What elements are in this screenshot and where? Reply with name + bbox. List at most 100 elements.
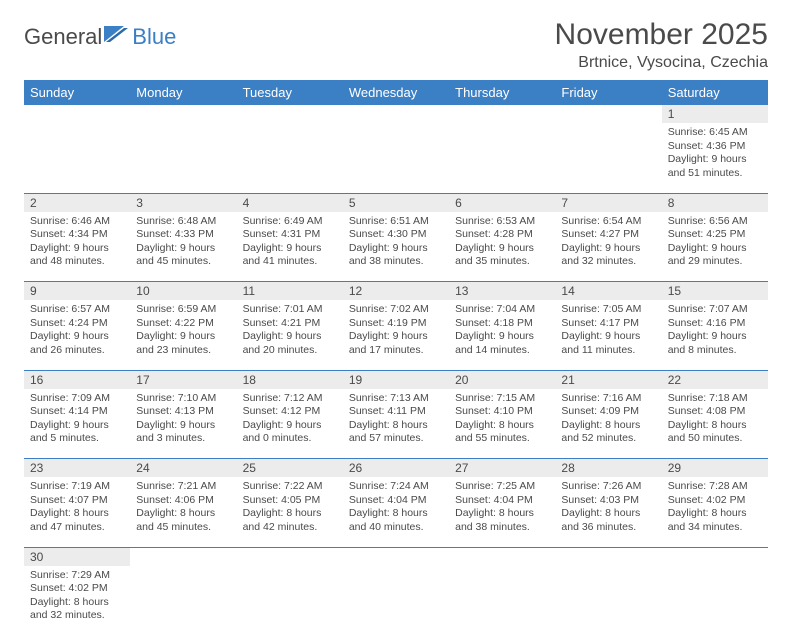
sunrise-line: Sunrise: 6:48 AM	[136, 215, 230, 229]
daylight-line: Daylight: 9 hours and 48 minutes.	[30, 242, 124, 269]
location: Brtnice, Vysocina, Czechia	[555, 54, 768, 72]
day-cell	[343, 566, 449, 636]
sunrise-line: Sunrise: 6:51 AM	[349, 215, 443, 229]
sunset-line: Sunset: 4:30 PM	[349, 228, 443, 242]
day-number: 4	[237, 193, 343, 212]
sunrise-line: Sunrise: 6:45 AM	[668, 126, 762, 140]
day-number: 2	[24, 193, 130, 212]
sunset-line: Sunset: 4:05 PM	[243, 494, 337, 508]
sunset-line: Sunset: 4:09 PM	[561, 405, 655, 419]
day-number-row: 1	[24, 105, 768, 123]
day-number	[237, 547, 343, 566]
day-header: Tuesday	[237, 80, 343, 105]
day-cell: Sunrise: 7:07 AMSunset: 4:16 PMDaylight:…	[662, 300, 768, 370]
daylight-line: Daylight: 9 hours and 29 minutes.	[668, 242, 762, 269]
sunset-line: Sunset: 4:31 PM	[243, 228, 337, 242]
day-number	[130, 547, 236, 566]
logo-text-1: General	[24, 24, 102, 50]
day-cell: Sunrise: 6:56 AMSunset: 4:25 PMDaylight:…	[662, 212, 768, 282]
daylight-line: Daylight: 8 hours and 36 minutes.	[561, 507, 655, 534]
day-cell: Sunrise: 7:28 AMSunset: 4:02 PMDaylight:…	[662, 477, 768, 547]
sunrise-line: Sunrise: 6:49 AM	[243, 215, 337, 229]
daylight-line: Daylight: 8 hours and 55 minutes.	[455, 419, 549, 446]
daylight-line: Daylight: 9 hours and 0 minutes.	[243, 419, 337, 446]
daylight-line: Daylight: 9 hours and 14 minutes.	[455, 330, 549, 357]
daylight-line: Daylight: 9 hours and 5 minutes.	[30, 419, 124, 446]
sunrise-line: Sunrise: 7:19 AM	[30, 480, 124, 494]
day-header: Saturday	[662, 80, 768, 105]
daylight-line: Daylight: 9 hours and 51 minutes.	[668, 153, 762, 180]
day-number	[662, 547, 768, 566]
day-cell: Sunrise: 6:57 AMSunset: 4:24 PMDaylight:…	[24, 300, 130, 370]
sunrise-line: Sunrise: 6:57 AM	[30, 303, 124, 317]
sunset-line: Sunset: 4:27 PM	[561, 228, 655, 242]
sunset-line: Sunset: 4:22 PM	[136, 317, 230, 331]
sunset-line: Sunset: 4:18 PM	[455, 317, 549, 331]
day-number: 11	[237, 282, 343, 301]
day-number	[449, 105, 555, 123]
sunset-line: Sunset: 4:02 PM	[668, 494, 762, 508]
day-cell: Sunrise: 7:21 AMSunset: 4:06 PMDaylight:…	[130, 477, 236, 547]
day-cell: Sunrise: 7:24 AMSunset: 4:04 PMDaylight:…	[343, 477, 449, 547]
day-header: Friday	[555, 80, 661, 105]
day-number: 5	[343, 193, 449, 212]
daylight-line: Daylight: 9 hours and 45 minutes.	[136, 242, 230, 269]
day-number: 29	[662, 459, 768, 478]
day-cell: Sunrise: 6:48 AMSunset: 4:33 PMDaylight:…	[130, 212, 236, 282]
daylight-line: Daylight: 9 hours and 35 minutes.	[455, 242, 549, 269]
day-number: 1	[662, 105, 768, 123]
day-number	[130, 105, 236, 123]
day-cell: Sunrise: 7:16 AMSunset: 4:09 PMDaylight:…	[555, 389, 661, 459]
day-number	[24, 105, 130, 123]
day-number: 28	[555, 459, 661, 478]
day-number: 18	[237, 370, 343, 389]
daylight-line: Daylight: 9 hours and 3 minutes.	[136, 419, 230, 446]
daylight-line: Daylight: 8 hours and 47 minutes.	[30, 507, 124, 534]
day-number: 20	[449, 370, 555, 389]
day-cell	[555, 566, 661, 636]
day-header: Sunday	[24, 80, 130, 105]
day-number: 26	[343, 459, 449, 478]
day-number: 22	[662, 370, 768, 389]
title-block: November 2025 Brtnice, Vysocina, Czechia	[555, 18, 768, 72]
day-number: 13	[449, 282, 555, 301]
day-cell	[130, 123, 236, 193]
day-cell: Sunrise: 7:05 AMSunset: 4:17 PMDaylight:…	[555, 300, 661, 370]
sunrise-line: Sunrise: 7:12 AM	[243, 392, 337, 406]
sunrise-line: Sunrise: 7:26 AM	[561, 480, 655, 494]
sunset-line: Sunset: 4:34 PM	[30, 228, 124, 242]
day-cell	[343, 123, 449, 193]
daylight-line: Daylight: 9 hours and 26 minutes.	[30, 330, 124, 357]
daylight-line: Daylight: 8 hours and 42 minutes.	[243, 507, 337, 534]
sunset-line: Sunset: 4:04 PM	[349, 494, 443, 508]
day-cell: Sunrise: 6:59 AMSunset: 4:22 PMDaylight:…	[130, 300, 236, 370]
day-number: 15	[662, 282, 768, 301]
sunrise-line: Sunrise: 7:28 AM	[668, 480, 762, 494]
day-number: 7	[555, 193, 661, 212]
day-number: 3	[130, 193, 236, 212]
day-number: 6	[449, 193, 555, 212]
daylight-line: Daylight: 8 hours and 32 minutes.	[30, 596, 124, 623]
daylight-line: Daylight: 9 hours and 38 minutes.	[349, 242, 443, 269]
sunrise-line: Sunrise: 6:56 AM	[668, 215, 762, 229]
week-row: Sunrise: 7:19 AMSunset: 4:07 PMDaylight:…	[24, 477, 768, 547]
day-cell: Sunrise: 7:29 AMSunset: 4:02 PMDaylight:…	[24, 566, 130, 636]
day-number: 9	[24, 282, 130, 301]
day-number: 19	[343, 370, 449, 389]
daylight-line: Daylight: 8 hours and 57 minutes.	[349, 419, 443, 446]
day-cell: Sunrise: 7:26 AMSunset: 4:03 PMDaylight:…	[555, 477, 661, 547]
sunset-line: Sunset: 4:03 PM	[561, 494, 655, 508]
day-number: 17	[130, 370, 236, 389]
sunset-line: Sunset: 4:07 PM	[30, 494, 124, 508]
day-cell: Sunrise: 7:01 AMSunset: 4:21 PMDaylight:…	[237, 300, 343, 370]
day-header: Thursday	[449, 80, 555, 105]
day-number: 23	[24, 459, 130, 478]
sunrise-line: Sunrise: 7:01 AM	[243, 303, 337, 317]
week-row: Sunrise: 7:09 AMSunset: 4:14 PMDaylight:…	[24, 389, 768, 459]
sunrise-line: Sunrise: 7:09 AM	[30, 392, 124, 406]
day-cell: Sunrise: 7:19 AMSunset: 4:07 PMDaylight:…	[24, 477, 130, 547]
sunset-line: Sunset: 4:28 PM	[455, 228, 549, 242]
sunset-line: Sunset: 4:36 PM	[668, 140, 762, 154]
day-number: 25	[237, 459, 343, 478]
sunset-line: Sunset: 4:11 PM	[349, 405, 443, 419]
